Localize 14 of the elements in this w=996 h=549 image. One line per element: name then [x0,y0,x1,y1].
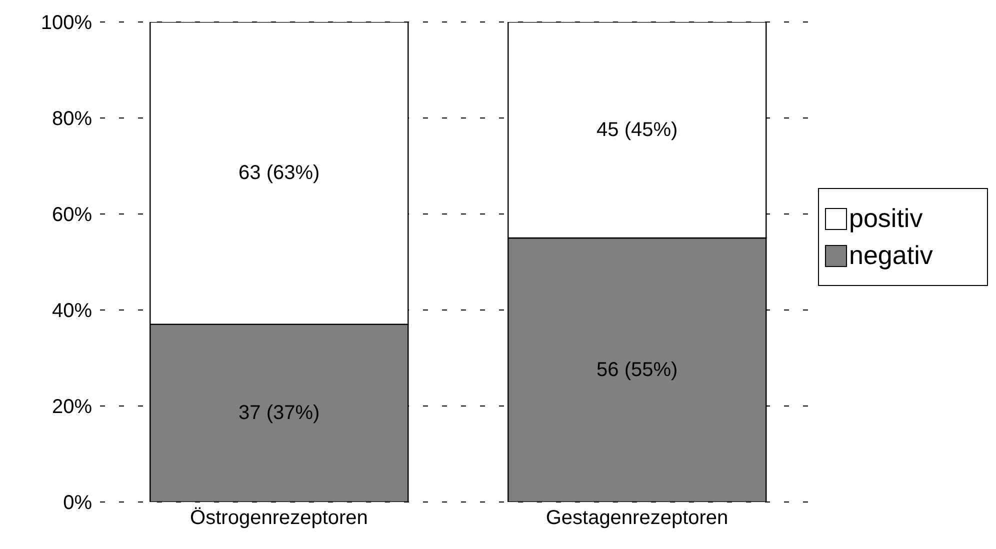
data-label: 56 (55%) [596,359,678,381]
data-label: 45 (45%) [596,119,678,141]
x-tick-label: Östrogenrezeptoren [190,507,368,530]
data-label: 63 (63%) [238,162,320,184]
y-tick-label: 40% [52,300,92,322]
x-tick-label: Gestagenrezeptoren [546,507,728,530]
y-tick-label: 20% [52,396,92,418]
y-tick-label: 100% [40,12,92,34]
legend-label: positiv [849,203,923,234]
y-tick-label: 0% [63,492,92,514]
data-label: 37 (37%) [238,402,320,424]
y-tick-label: 80% [52,108,92,130]
legend-label: negativ [849,240,933,271]
y-tick-label: 60% [52,204,92,226]
